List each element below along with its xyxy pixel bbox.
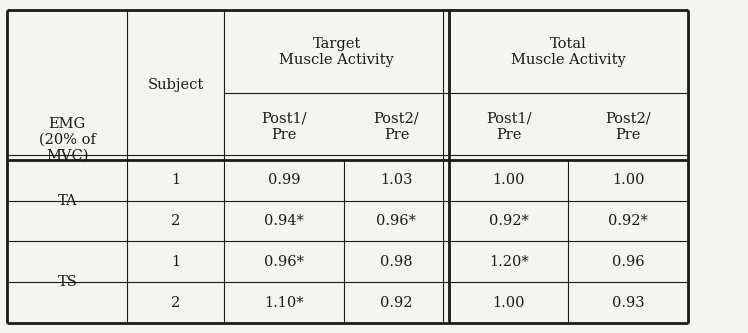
Text: Post1/
Pre: Post1/ Pre — [262, 112, 307, 142]
Text: 0.96: 0.96 — [612, 255, 645, 269]
Text: Post2/
Pre: Post2/ Pre — [374, 112, 419, 142]
Text: 1.03: 1.03 — [380, 173, 413, 187]
Text: 1: 1 — [171, 173, 180, 187]
Text: Post2/
Pre: Post2/ Pre — [606, 112, 651, 142]
Text: Post1/
Pre: Post1/ Pre — [486, 112, 531, 142]
Text: 0.92*: 0.92* — [488, 214, 529, 228]
Text: TS: TS — [58, 275, 77, 289]
Text: 1.00: 1.00 — [492, 173, 525, 187]
Text: 1.10*: 1.10* — [265, 296, 304, 310]
Text: Total
Muscle Activity: Total Muscle Activity — [511, 37, 626, 67]
Text: 1.00: 1.00 — [612, 173, 645, 187]
Text: 1.20*: 1.20* — [488, 255, 529, 269]
Text: EMG
(20% of
MVC): EMG (20% of MVC) — [39, 117, 96, 163]
Text: 0.93: 0.93 — [612, 296, 645, 310]
Text: 1.00: 1.00 — [492, 296, 525, 310]
Text: 0.92*: 0.92* — [608, 214, 649, 228]
Text: Target
Muscle Activity: Target Muscle Activity — [279, 37, 394, 67]
Text: 2: 2 — [171, 296, 180, 310]
Text: TA: TA — [58, 193, 77, 208]
Text: 1: 1 — [171, 255, 180, 269]
Text: 2: 2 — [171, 214, 180, 228]
Text: 0.92: 0.92 — [380, 296, 413, 310]
Text: 0.98: 0.98 — [380, 255, 413, 269]
Text: 0.96*: 0.96* — [376, 214, 417, 228]
Text: 0.99: 0.99 — [268, 173, 301, 187]
Text: 0.96*: 0.96* — [264, 255, 304, 269]
Text: 0.94*: 0.94* — [264, 214, 304, 228]
Text: Subject: Subject — [147, 78, 204, 92]
